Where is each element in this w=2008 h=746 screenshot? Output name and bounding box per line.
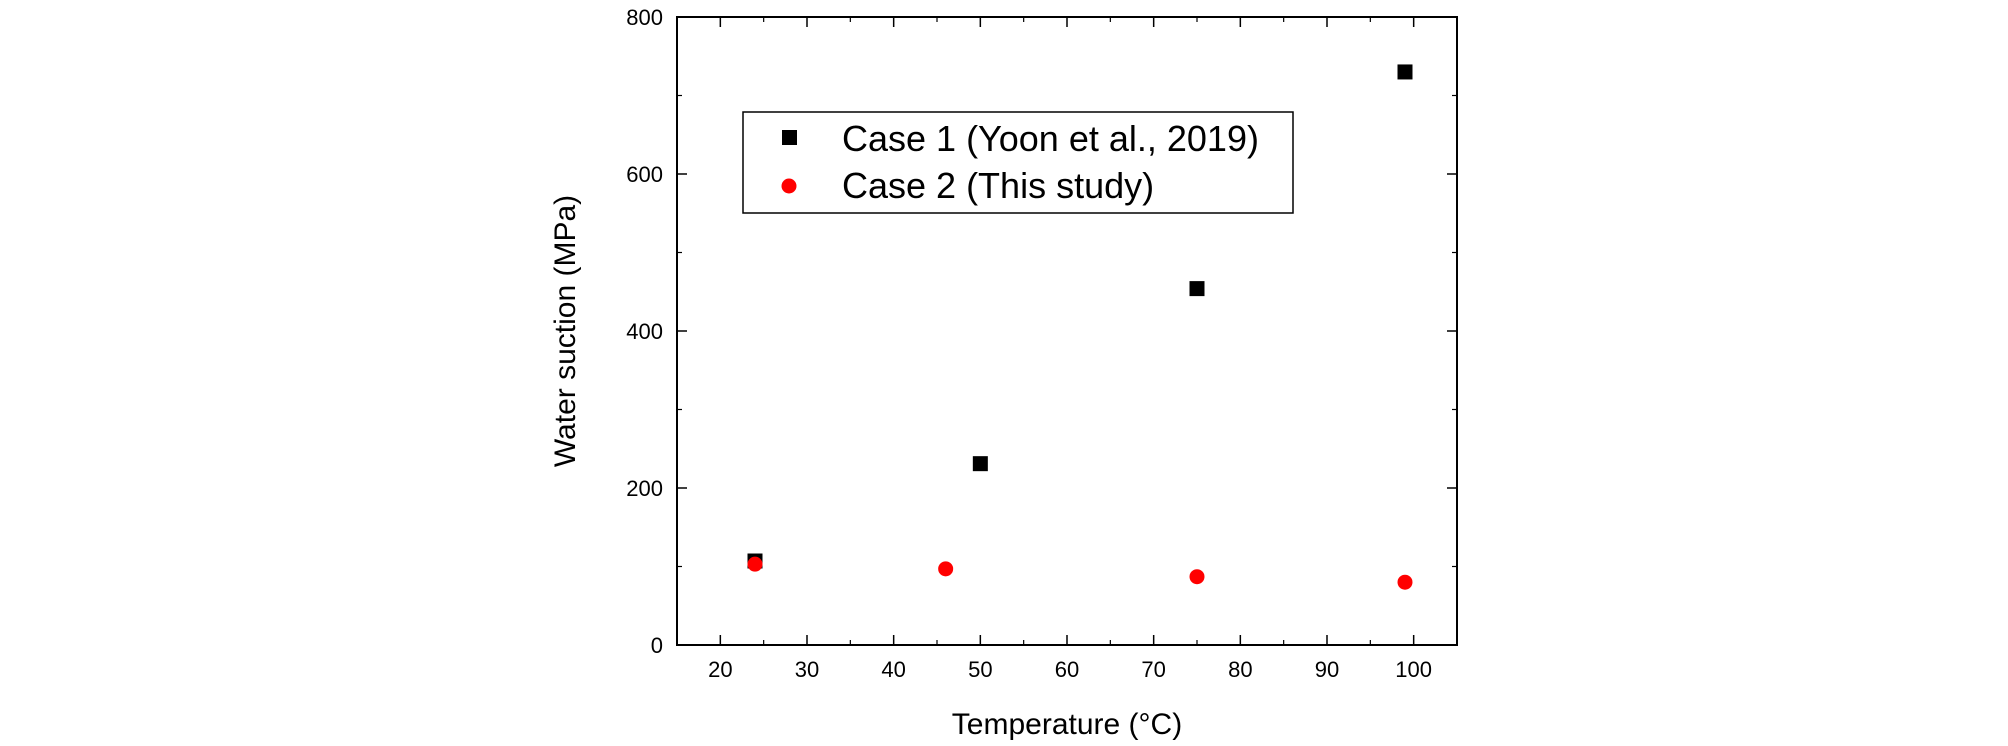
x-tick-label: 20 [708, 657, 732, 682]
y-tick-label: 0 [651, 633, 663, 658]
case-2-point [747, 556, 763, 572]
y-tick-label: 800 [626, 5, 663, 30]
plot-frame [676, 16, 1458, 646]
case-1-point [1189, 281, 1205, 297]
x-tick-label: 60 [1055, 657, 1079, 682]
y-tick-label: 400 [626, 319, 663, 344]
data-points [747, 64, 1413, 590]
axis-tick-labels: 20 30 40 50 60 70 80 90 100 0 200 400 600 800 [626, 5, 1432, 682]
legend-box [742, 111, 1294, 214]
case-1-point [972, 456, 988, 472]
case-2-point [1397, 574, 1413, 590]
legend-marker-case-1 [782, 130, 797, 145]
legend-label-case-1: Case 1 (Yoon et al., 2019) [842, 118, 1259, 159]
x-tick-label: 50 [968, 657, 992, 682]
legend: Case 1 (Yoon et al., 2019) Case 2 (This … [742, 111, 1294, 214]
x-tick-label: 90 [1315, 657, 1339, 682]
x-tick-label: 30 [795, 657, 819, 682]
case-2-point [938, 561, 954, 577]
x-tick-label: 100 [1395, 657, 1432, 682]
axis-ticks [676, 16, 1458, 646]
y-tick-label: 600 [626, 162, 663, 187]
y-tick-label: 200 [626, 476, 663, 501]
legend-label-case-2: Case 2 (This study) [842, 165, 1154, 206]
y-axis-title: Water suction (MPa) [549, 195, 582, 467]
x-tick-label: 40 [881, 657, 905, 682]
x-axis-title: Temperature (°C) [952, 708, 1182, 741]
legend-marker-case-2 [781, 178, 797, 194]
x-tick-label: 70 [1141, 657, 1165, 682]
case-1-point [1397, 64, 1413, 80]
x-tick-label: 80 [1228, 657, 1252, 682]
case-2-point [1189, 569, 1205, 585]
